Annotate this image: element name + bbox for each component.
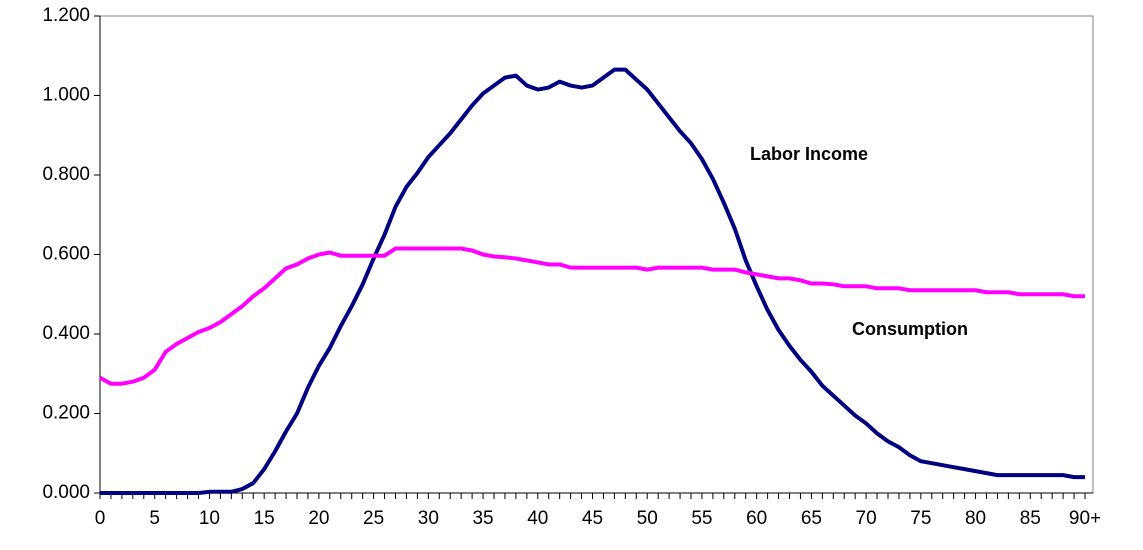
x-tick-label: 45: [582, 508, 603, 529]
y-tick-label: 1.000: [42, 85, 90, 106]
x-tick-label: 60: [746, 508, 767, 529]
x-tick-label: 20: [308, 508, 329, 529]
x-tick-label: 80: [965, 508, 986, 529]
x-tick-label: 90+: [1069, 508, 1101, 529]
x-tick-label: 35: [472, 508, 493, 529]
series-label: Labor Income: [750, 144, 868, 164]
y-tick-label: 0.200: [42, 403, 90, 424]
x-tick-label: 50: [637, 508, 658, 529]
x-tick-label: 5: [149, 508, 160, 529]
x-tick-label: 25: [363, 508, 384, 529]
x-tick-label: 10: [199, 508, 220, 529]
x-tick-label: 75: [910, 508, 931, 529]
series-line: [100, 67, 1085, 495]
plot-frame: [99, 15, 1094, 494]
y-tick-label: 0.800: [42, 164, 90, 185]
y-tick-label: 0.600: [42, 244, 90, 265]
x-tick-label: 85: [1020, 508, 1041, 529]
x-tick-label: 15: [254, 508, 275, 529]
series-line: [99, 246, 1085, 386]
y-tick-label: 0.400: [42, 323, 90, 344]
y-tick-label: 0.000: [42, 482, 90, 503]
series-label: Consumption: [852, 319, 968, 339]
y-tick-label: 1.200: [42, 5, 90, 26]
x-tick-label: 65: [801, 508, 822, 529]
x-tick-label: 55: [691, 508, 712, 529]
x-tick-label: 0: [95, 508, 106, 529]
x-tick-label: 30: [418, 508, 439, 529]
x-tick-label: 40: [527, 508, 548, 529]
x-tick-label: 70: [856, 508, 877, 529]
